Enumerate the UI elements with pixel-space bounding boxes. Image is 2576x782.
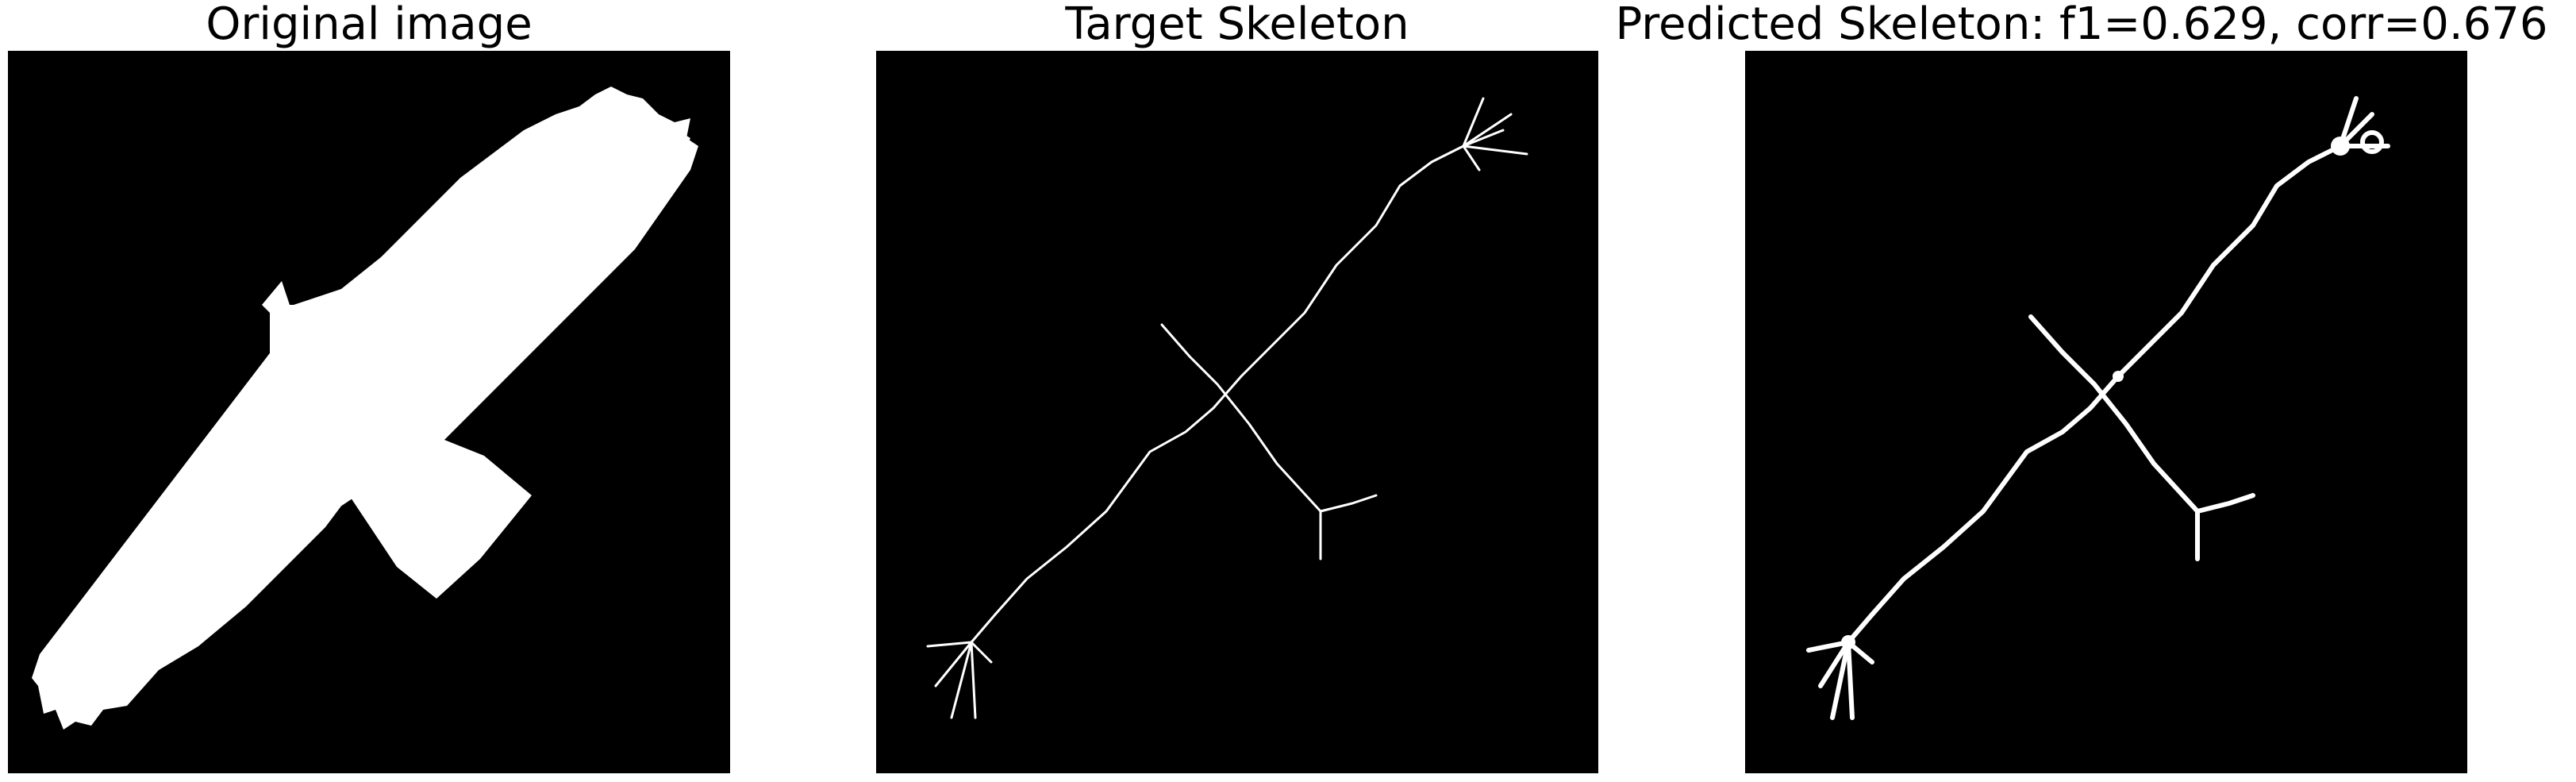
target-left-tip-3 <box>950 641 973 719</box>
target-right-tip-3 <box>1462 129 1505 148</box>
predicted-left-junction-blob <box>1841 635 1855 649</box>
target-right-tip-5 <box>1462 144 1528 156</box>
predicted-skeleton-panel <box>1745 51 2467 773</box>
target-main-spine <box>970 144 1465 644</box>
target-skeleton-title: Target Skeleton <box>1065 0 1409 50</box>
target-left-tip-2 <box>934 641 973 688</box>
predicted-left-tip-4 <box>1846 640 1855 720</box>
target-right-tip-1 <box>1462 97 1485 148</box>
original-image-canvas <box>8 51 730 773</box>
bird-wing-band <box>36 98 690 710</box>
predicted-right-loop <box>2360 130 2384 154</box>
predicted-skeleton-canvas <box>1745 51 2467 773</box>
predicted-skeleton-background <box>1745 51 2467 773</box>
predicted-center-junction-blob <box>2113 371 2124 382</box>
predicted-main-spine <box>1846 144 2343 645</box>
original-image-panel <box>8 51 730 773</box>
target-right-tip-4 <box>1462 113 1513 148</box>
predicted-skeleton-title: Predicted Skeleton: f1=0.629, corr=0.676 <box>1615 0 2548 50</box>
target-left-tip-1 <box>926 641 973 648</box>
target-skeleton-lines <box>926 97 1528 719</box>
target-right-tip-2 <box>1462 144 1481 171</box>
predicted-tail-fork-right <box>2195 493 2255 514</box>
target-skeleton-canvas <box>876 51 1598 773</box>
target-left-tip-4 <box>970 641 977 719</box>
original-image-title: Original image <box>206 0 533 50</box>
predicted-left-tip-2 <box>1818 640 1851 688</box>
target-skeleton-panel <box>876 51 1598 773</box>
target-skeleton-background <box>876 51 1598 773</box>
predicted-cross-branch <box>2028 314 2200 514</box>
target-left-tip-5 <box>970 641 993 664</box>
target-cross-branch <box>1160 323 1322 513</box>
predicted-left-tip-3 <box>1830 640 1851 720</box>
predicted-right-junction-blob <box>2331 137 2350 156</box>
target-tail-fork-right <box>1319 494 1378 513</box>
bird-tail <box>270 305 325 364</box>
